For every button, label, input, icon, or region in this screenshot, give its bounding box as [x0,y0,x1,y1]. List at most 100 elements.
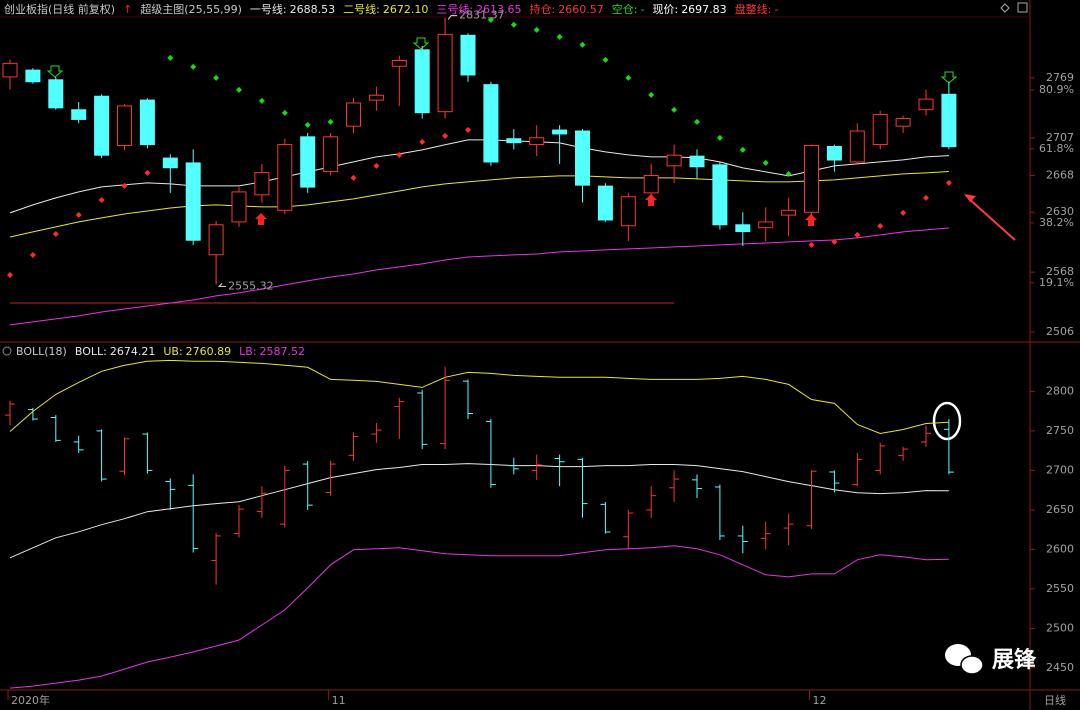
legend-value: 2674.21 [109,344,156,358]
legend-value: 2688.53 [289,3,336,16]
sar-dot [373,162,380,169]
sar-dot [304,121,311,128]
candle-body [735,224,751,233]
icon [1000,3,1010,13]
sar-dot [923,194,929,201]
sar-dot [98,196,105,203]
candle-body [391,59,407,67]
legend-name: 二号线: [343,3,380,16]
candle-body [781,209,797,216]
candle-body [689,155,705,168]
y-tick-label: 2769 [1046,71,1074,84]
legend-item: 二号线: 2672.10 [343,1,428,17]
bubble [960,655,984,675]
x-tick-label: 11 [332,694,346,707]
sar-dot [945,179,952,186]
candle-body [872,114,888,146]
sar-dot [716,134,723,141]
sar-dot [625,74,632,81]
buy-arrow [805,214,817,226]
sar-dot [648,91,655,98]
title: BOLL(18) [16,344,67,358]
candle-body [2,62,18,78]
status-label: 持仓: [529,3,556,16]
sar-dot [75,211,82,218]
sar-dot [167,54,174,61]
sar-dot [510,21,517,28]
legend-item: 一号线: 2688.53 [250,1,335,17]
y-tick-label: 2700 [1046,463,1074,476]
sar-dot [258,97,265,104]
legend-value: 2587.52 [259,344,306,358]
candle-body [117,105,132,147]
y-tick-label: 2650 [1046,503,1074,516]
sar-dot [396,151,403,158]
fib-tick-label: 80.9% [1039,83,1074,96]
legend-item: BOLL: 2674.21 [75,345,155,358]
sar-dot [419,138,426,145]
legend-item: LB: 2587.52 [239,345,305,358]
highlight-circle [932,401,962,441]
indicator-line [9,139,949,214]
candle-body [185,162,201,241]
sar-dot [52,230,59,237]
candle-body [437,33,453,113]
candle-body [25,69,41,83]
sar-dot [236,86,242,93]
candle-body [506,138,522,144]
pointer-arrow-head [964,194,976,202]
candle-body [323,136,339,173]
x-tick-label: 12 [813,694,827,707]
candle-body [231,191,247,223]
candle-body [895,117,911,127]
indicator-header: BOLL(18) BOLL: 2674.21 UB: 2760.89 LB: 2587.52 [16,343,305,359]
candle-body [758,221,774,229]
sar-dot [121,182,128,189]
sar-dot [442,132,449,139]
candle-body [529,137,545,146]
indicator-line [9,463,949,559]
y-tick-label: 2668 [1046,168,1074,181]
candle-body [643,174,659,194]
status-value: - [640,3,645,16]
y-tick-label: 2568 [1046,265,1074,278]
y-tick-label: 2800 [1046,384,1074,397]
candle-body [552,129,568,135]
y-tick-label: 2500 [1046,621,1074,634]
candle-body [712,164,728,226]
legend-name: BOLL: [74,344,107,358]
y-tick-label: 2750 [1046,424,1074,437]
candle-body [826,145,842,161]
candle-body [208,224,224,256]
candle-body [918,98,934,111]
candle-body [368,94,384,101]
sell-arrow [412,37,430,50]
fib-tick-label: 19.1% [1039,276,1074,289]
y-tick-label: 2630 [1046,205,1074,218]
status-value: 2697.83 [681,3,727,16]
candle-body [620,196,636,227]
candle-body [941,93,957,148]
status-label: 空仓: [611,3,638,16]
sar-dot [831,238,838,245]
status-item: 空仓: - [612,1,645,17]
sar-dot [900,209,907,216]
title: 创业板指(日线 前复权) [4,3,116,16]
candle-body [254,172,270,196]
legend-item: 三号线: 2613.65 [436,1,521,17]
sar-dot [854,231,861,238]
status-item: 持仓: 2660.57 [530,1,604,17]
sar-dot [7,271,13,278]
legend-name: UB: [163,344,183,358]
indicator-icon [2,346,12,356]
main-header: 创业板指(日线 前复权) ↑ 超级主图(25,55,99) 一号线: 2688.53 二号… [4,1,778,17]
sar-dot [281,109,288,116]
annotation-line [447,15,458,20]
indicator-line [9,359,949,435]
candle-body [300,136,316,188]
y-tick-label: 2506 [1046,325,1074,338]
sar-dot [350,174,357,181]
icon [1017,2,1028,13]
y-tick-label: 2707 [1046,131,1074,144]
